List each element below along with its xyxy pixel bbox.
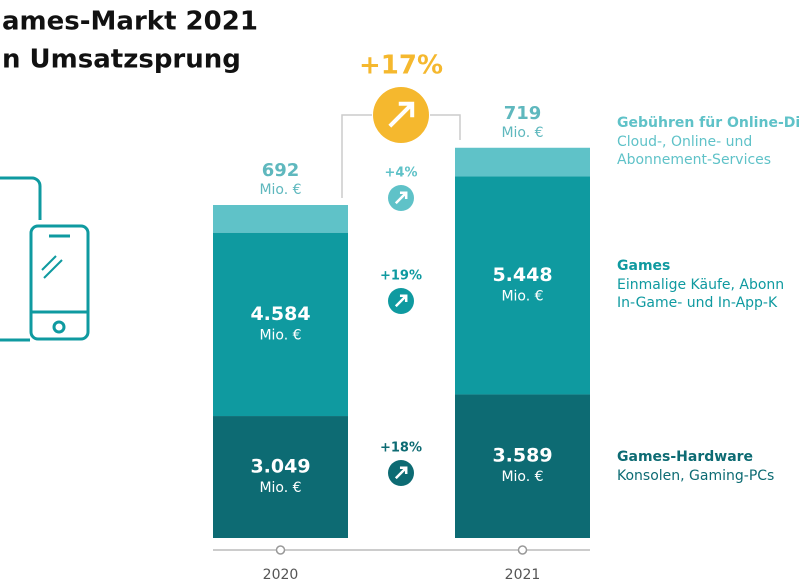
axis-dot [517,545,528,555]
bar-segment [213,205,348,233]
legend-title: Games [617,258,670,274]
change-label: +18% [380,441,422,456]
chart-title: ames-Markt 2021 [2,7,258,37]
x-tick-label: 2021 [505,567,541,582]
legend-description: In-Game- und In-App-K [617,295,778,311]
unit-label: Mio. € [501,469,543,485]
legend-title: Gebühren für Online-Die [617,115,800,131]
bar-segment [213,416,348,538]
bar-segment [455,147,590,177]
bar-segment [455,176,590,395]
chart-title: n Umsatzsprung [2,45,241,75]
total-label: 692 [262,160,300,181]
legend-description: Einmalige Käufe, Abonn [617,277,784,293]
device-icon [0,176,90,342]
legend-description: Cloud-, Online- und [617,134,752,150]
value-label: 3.049 [250,456,310,478]
value-label: 4.584 [250,303,310,325]
unit-label: Mio. € [501,125,543,141]
unit-label: Mio. € [259,327,301,343]
x-tick-label: 2020 [263,567,299,582]
change-label: +19% [380,269,422,284]
total-change-label: +17% [359,51,443,81]
change-arrow [394,294,408,308]
legend-description: Abonnement-Services [617,152,771,168]
value-label: 3.589 [492,445,552,467]
axis-dot [275,545,286,555]
bracket [341,114,461,198]
change-arrow [394,466,408,480]
legend-title: Games-Hardware [617,449,753,465]
value-label: 5.448 [492,264,552,286]
change-arrow [388,101,415,128]
unit-label: Mio. € [259,182,301,198]
change-label: +4% [385,166,418,181]
change-arrow [394,191,408,205]
bar-segment [455,394,590,538]
total-label: 719 [504,103,542,124]
unit-label: Mio. € [501,288,543,304]
unit-label: Mio. € [259,480,301,496]
legend-description: Konsolen, Gaming-PCs [617,468,774,484]
bar-segment [213,232,348,417]
